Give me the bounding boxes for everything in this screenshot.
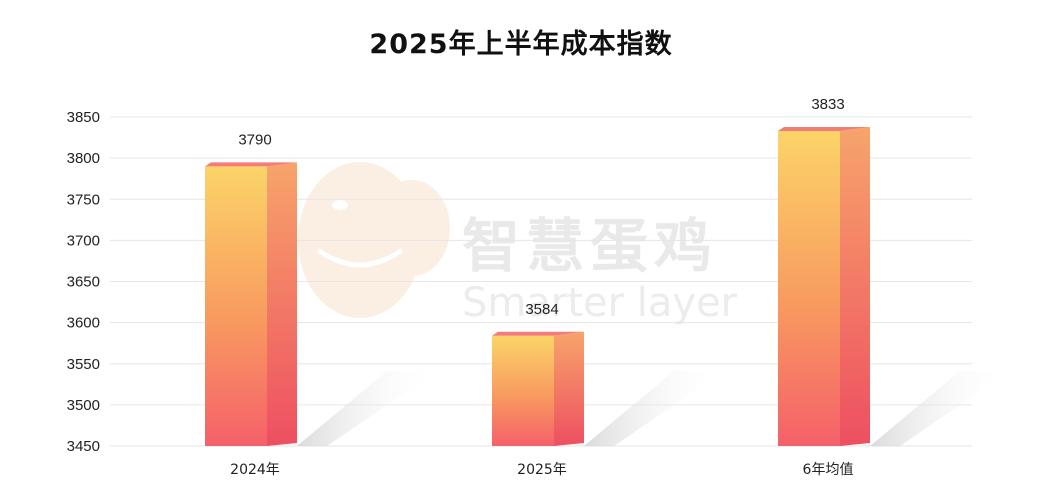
y-tick-label: 3600 [67, 315, 100, 332]
bar-1: 3790 [205, 131, 437, 446]
chart-title: 2025年上半年成本指数 [369, 29, 673, 60]
watermark-chinese: 智慧蛋鸡 [462, 212, 718, 280]
bar-side [554, 331, 584, 446]
bar-top-cap [205, 162, 297, 167]
y-tick-label: 3750 [67, 191, 100, 208]
x-axis: 2024年 2025年 6年均值 [230, 462, 853, 478]
bar-side [267, 162, 297, 446]
x-tick-label: 2025年 [517, 462, 567, 478]
bar-top-cap [778, 126, 870, 131]
y-axis: 3450 3500 3550 3600 3650 3700 3750 3800 3850 [67, 109, 100, 455]
y-tick-label: 3450 [67, 438, 100, 455]
y-tick-label: 3500 [67, 397, 100, 414]
x-tick-label: 2024年 [230, 462, 280, 478]
x-tick-label: 6年均值 [803, 462, 854, 478]
bar-shadow [297, 371, 437, 446]
y-tick-label: 3700 [67, 232, 100, 249]
bar-top-cap [492, 331, 584, 336]
y-tick-label: 3550 [67, 356, 100, 373]
bar-front [778, 130, 840, 447]
bar-2: 3584 [492, 301, 724, 446]
bar-shadow [870, 371, 1010, 446]
bar-side [840, 126, 870, 447]
data-label: 3833 [811, 96, 844, 113]
y-tick-label: 3650 [67, 274, 100, 291]
data-label: 3790 [238, 131, 271, 148]
y-tick-label: 3850 [67, 109, 100, 126]
data-label: 3584 [525, 301, 558, 318]
bar-shadow [584, 371, 724, 446]
watermark: 智慧蛋鸡 Smarter layer [298, 162, 738, 326]
bar-front [492, 335, 554, 446]
watermark-english: Smarter layer [462, 280, 738, 326]
bar-front [205, 166, 267, 446]
y-tick-label: 3800 [67, 150, 100, 167]
bars: 3790 3584 3833 [205, 96, 1010, 447]
bar-3: 3833 [778, 96, 1010, 447]
